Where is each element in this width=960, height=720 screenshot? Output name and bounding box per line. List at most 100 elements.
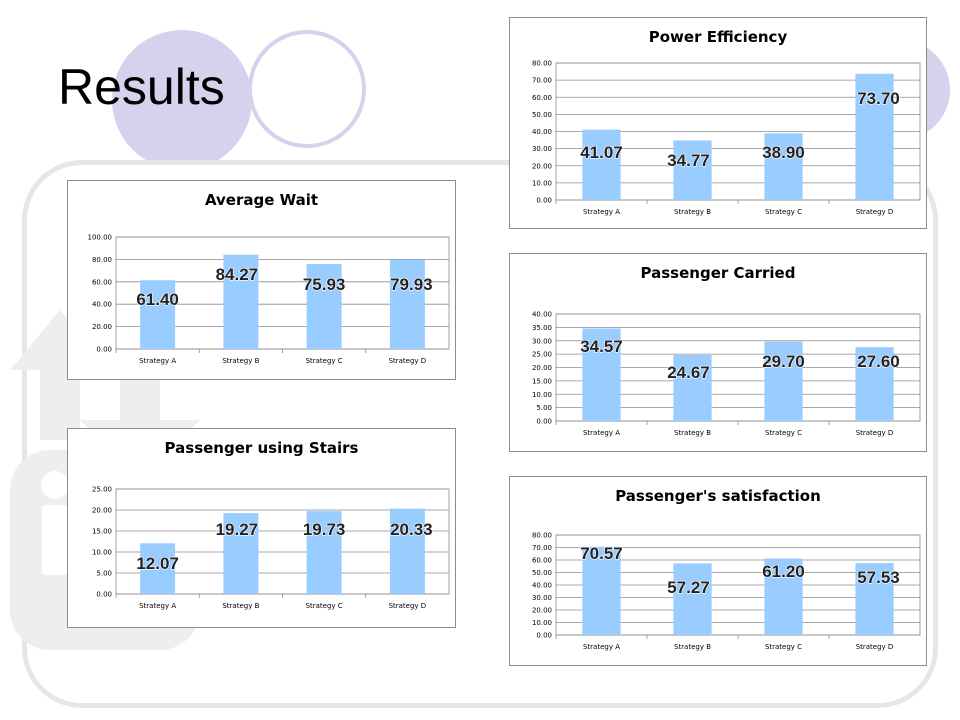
bar [764,558,803,635]
y-tick-label: 5.00 [536,404,552,412]
y-tick-label: 30.00 [532,145,552,153]
x-tick-label: Strategy B [674,429,711,437]
chart-svg: 0.00 20.00 40.00 60.00 80.00 100.00 Strategy A… [88,234,450,365]
x-tick-label: Strategy C [765,208,802,216]
x-tick-label: Strategy A [139,357,176,365]
chart-svg: 0.00 5.00 10.00 15.00 20.00 25.00 30.00 35.00 40… [532,311,921,437]
y-tick-label: 0.00 [536,197,552,205]
x-tick-label: Strategy D [389,357,427,365]
x-tick-label: Strategy D [856,643,894,651]
bar [140,543,176,594]
chart-title: Passenger's satisfaction [615,487,821,505]
y-tick-label: 10.00 [532,619,552,627]
bar [306,511,342,594]
y-tick-label: 40.00 [532,128,552,136]
bar [389,259,425,349]
y-tick-label: 50.00 [532,569,552,577]
y-tick-label: 50.00 [532,111,552,119]
x-tick-label: Strategy B [222,357,259,365]
y-tick-label: 40.00 [532,582,552,590]
y-tick-label: 20.00 [532,607,552,615]
y-tick-label: 30.00 [532,337,552,345]
bar [582,328,621,421]
data-label: 12.07 [136,554,179,573]
data-label: 38.90 [762,143,805,162]
data-label: 73.70 [857,89,900,108]
bar [223,513,259,594]
y-tick-label: 80.00 [92,256,112,264]
x-tick-label: Strategy A [583,429,620,437]
bar [764,341,803,421]
data-label: 41.07 [580,143,623,162]
y-tick-label: 20.00 [532,162,552,170]
data-label: 70.57 [580,544,623,563]
y-tick-label: 60.00 [532,94,552,102]
bar [673,563,712,635]
y-tick-label: 70.00 [532,544,552,552]
y-tick-label: 80.00 [532,60,552,68]
chart-title: Average Wait [204,191,319,209]
bar [764,133,803,200]
x-tick-label: Strategy D [389,602,427,610]
data-label: 20.33 [390,520,433,539]
x-tick-label: Strategy B [674,208,711,216]
y-tick-label: 20.00 [92,323,112,331]
slide-title: Results [58,59,225,115]
y-tick-label: 30.00 [532,594,552,602]
data-label: 27.60 [857,352,900,371]
chart-passenger-using-stairs: 0.00 5.00 10.00 15.00 20.00 25.00 Strategy A 12… [67,428,456,628]
x-tick-label: Strategy D [856,208,894,216]
data-label: 57.53 [857,568,900,587]
chart-svg: 0.00 10.00 20.00 30.00 40.00 50.00 60.00 70.00 8… [532,532,921,651]
bar [855,73,894,200]
bar [855,347,894,421]
data-label: 34.57 [580,337,623,356]
bar [855,563,894,635]
y-tick-label: 35.00 [532,324,552,332]
chart-average-wait: 0.00 20.00 40.00 60.00 80.00 100.00 Strategy A… [67,180,456,380]
y-tick-label: 20.00 [532,364,552,372]
bar [673,140,712,200]
bar [306,263,342,349]
bar [223,254,259,349]
x-tick-label: Strategy C [765,429,802,437]
y-tick-label: 10.00 [92,549,112,557]
y-tick-label: 40.00 [92,301,112,309]
y-tick-label: 0.00 [536,418,552,426]
data-label: 19.73 [303,520,346,539]
y-tick-label: 25.00 [92,486,112,494]
chart-svg: 0.00 5.00 10.00 15.00 20.00 25.00 Strategy A 12… [92,486,450,610]
x-tick-label: Strategy A [583,208,620,216]
bar [389,508,425,594]
y-tick-label: 5.00 [96,570,112,578]
data-label: 24.67 [667,363,710,382]
x-tick-label: Strategy A [139,602,176,610]
y-tick-label: 20.00 [92,507,112,515]
y-tick-label: 60.00 [532,557,552,565]
chart-title: Power Efficiency [648,28,788,46]
data-label: 84.27 [216,265,259,284]
x-tick-label: Strategy C [306,357,343,365]
y-tick-label: 10.00 [532,391,552,399]
x-tick-label: Strategy D [856,429,894,437]
y-tick-label: 0.00 [96,591,112,599]
data-label: 75.93 [303,275,346,294]
data-label: 61.20 [762,562,805,581]
chart-power-efficiency: 0.00 10.00 20.00 30.00 40.00 50.00 60.00 70.00 8… [509,17,927,229]
x-tick-label: Strategy C [306,602,343,610]
x-tick-label: Strategy B [222,602,259,610]
y-tick-label: 60.00 [92,278,112,286]
chart-title: Passenger Carried [640,264,796,282]
x-tick-label: Strategy C [765,643,802,651]
x-tick-label: Strategy A [583,643,620,651]
y-tick-label: 15.00 [92,528,112,536]
y-tick-label: 0.00 [96,346,112,354]
chart-title: Passenger using Stairs [164,439,359,457]
chart-svg: 0.00 10.00 20.00 30.00 40.00 50.00 60.00 70.00 8… [532,60,921,216]
chart-passenger-satisfaction: 0.00 10.00 20.00 30.00 40.00 50.00 60.00 70.00 8… [509,476,927,666]
data-label: 57.27 [667,578,710,597]
chart-passenger-carried: 0.00 5.00 10.00 15.00 20.00 25.00 30.00 35.00 40… [509,253,927,452]
x-tick-label: Strategy B [674,643,711,651]
bar [582,129,621,200]
y-tick-label: 100.00 [88,234,113,242]
